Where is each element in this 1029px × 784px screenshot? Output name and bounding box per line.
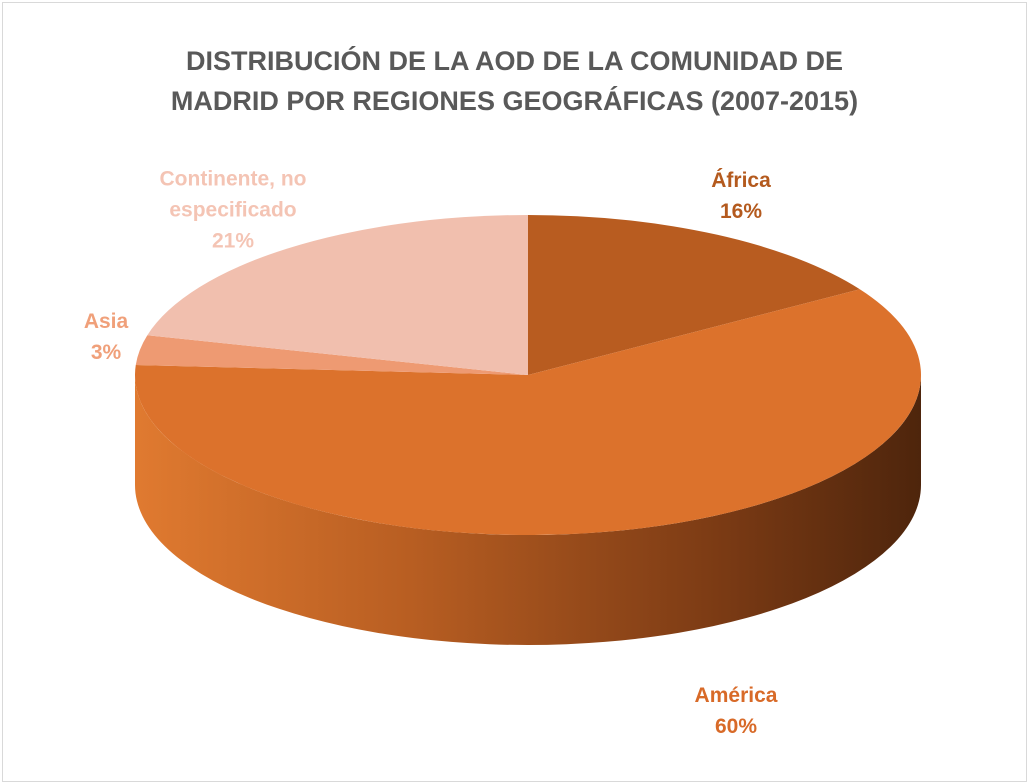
pie-slice: [135, 289, 922, 536]
label-value: 21%: [211, 229, 255, 253]
label-value: 3%: [90, 341, 122, 364]
label-value: 16%: [719, 200, 763, 223]
label-category: África: [711, 169, 771, 192]
label-category: Asia: [83, 310, 129, 333]
label-value: 60%: [714, 715, 758, 738]
data-label: Asia 3%: [66, 306, 146, 368]
chart-title: DISTRIBUCIÓN DE LA AOD DE LA COMUNIDAD D…: [170, 46, 859, 116]
pie-slice: [528, 215, 860, 375]
data-label: África 16%: [661, 165, 821, 227]
chart-title-box: DISTRIBUCIÓN DE LA AOD DE LA COMUNIDAD D…: [3, 41, 1026, 121]
label-category: Continente, no especificado: [159, 167, 307, 222]
pie-chart: [135, 215, 922, 645]
data-label: Continente, no especificado 21%: [123, 164, 343, 257]
pie-side: [135, 375, 921, 645]
label-category: América: [694, 684, 778, 707]
pie-slice: [147, 215, 529, 375]
data-label: América 60%: [656, 680, 816, 742]
pie-slice: [135, 335, 528, 375]
